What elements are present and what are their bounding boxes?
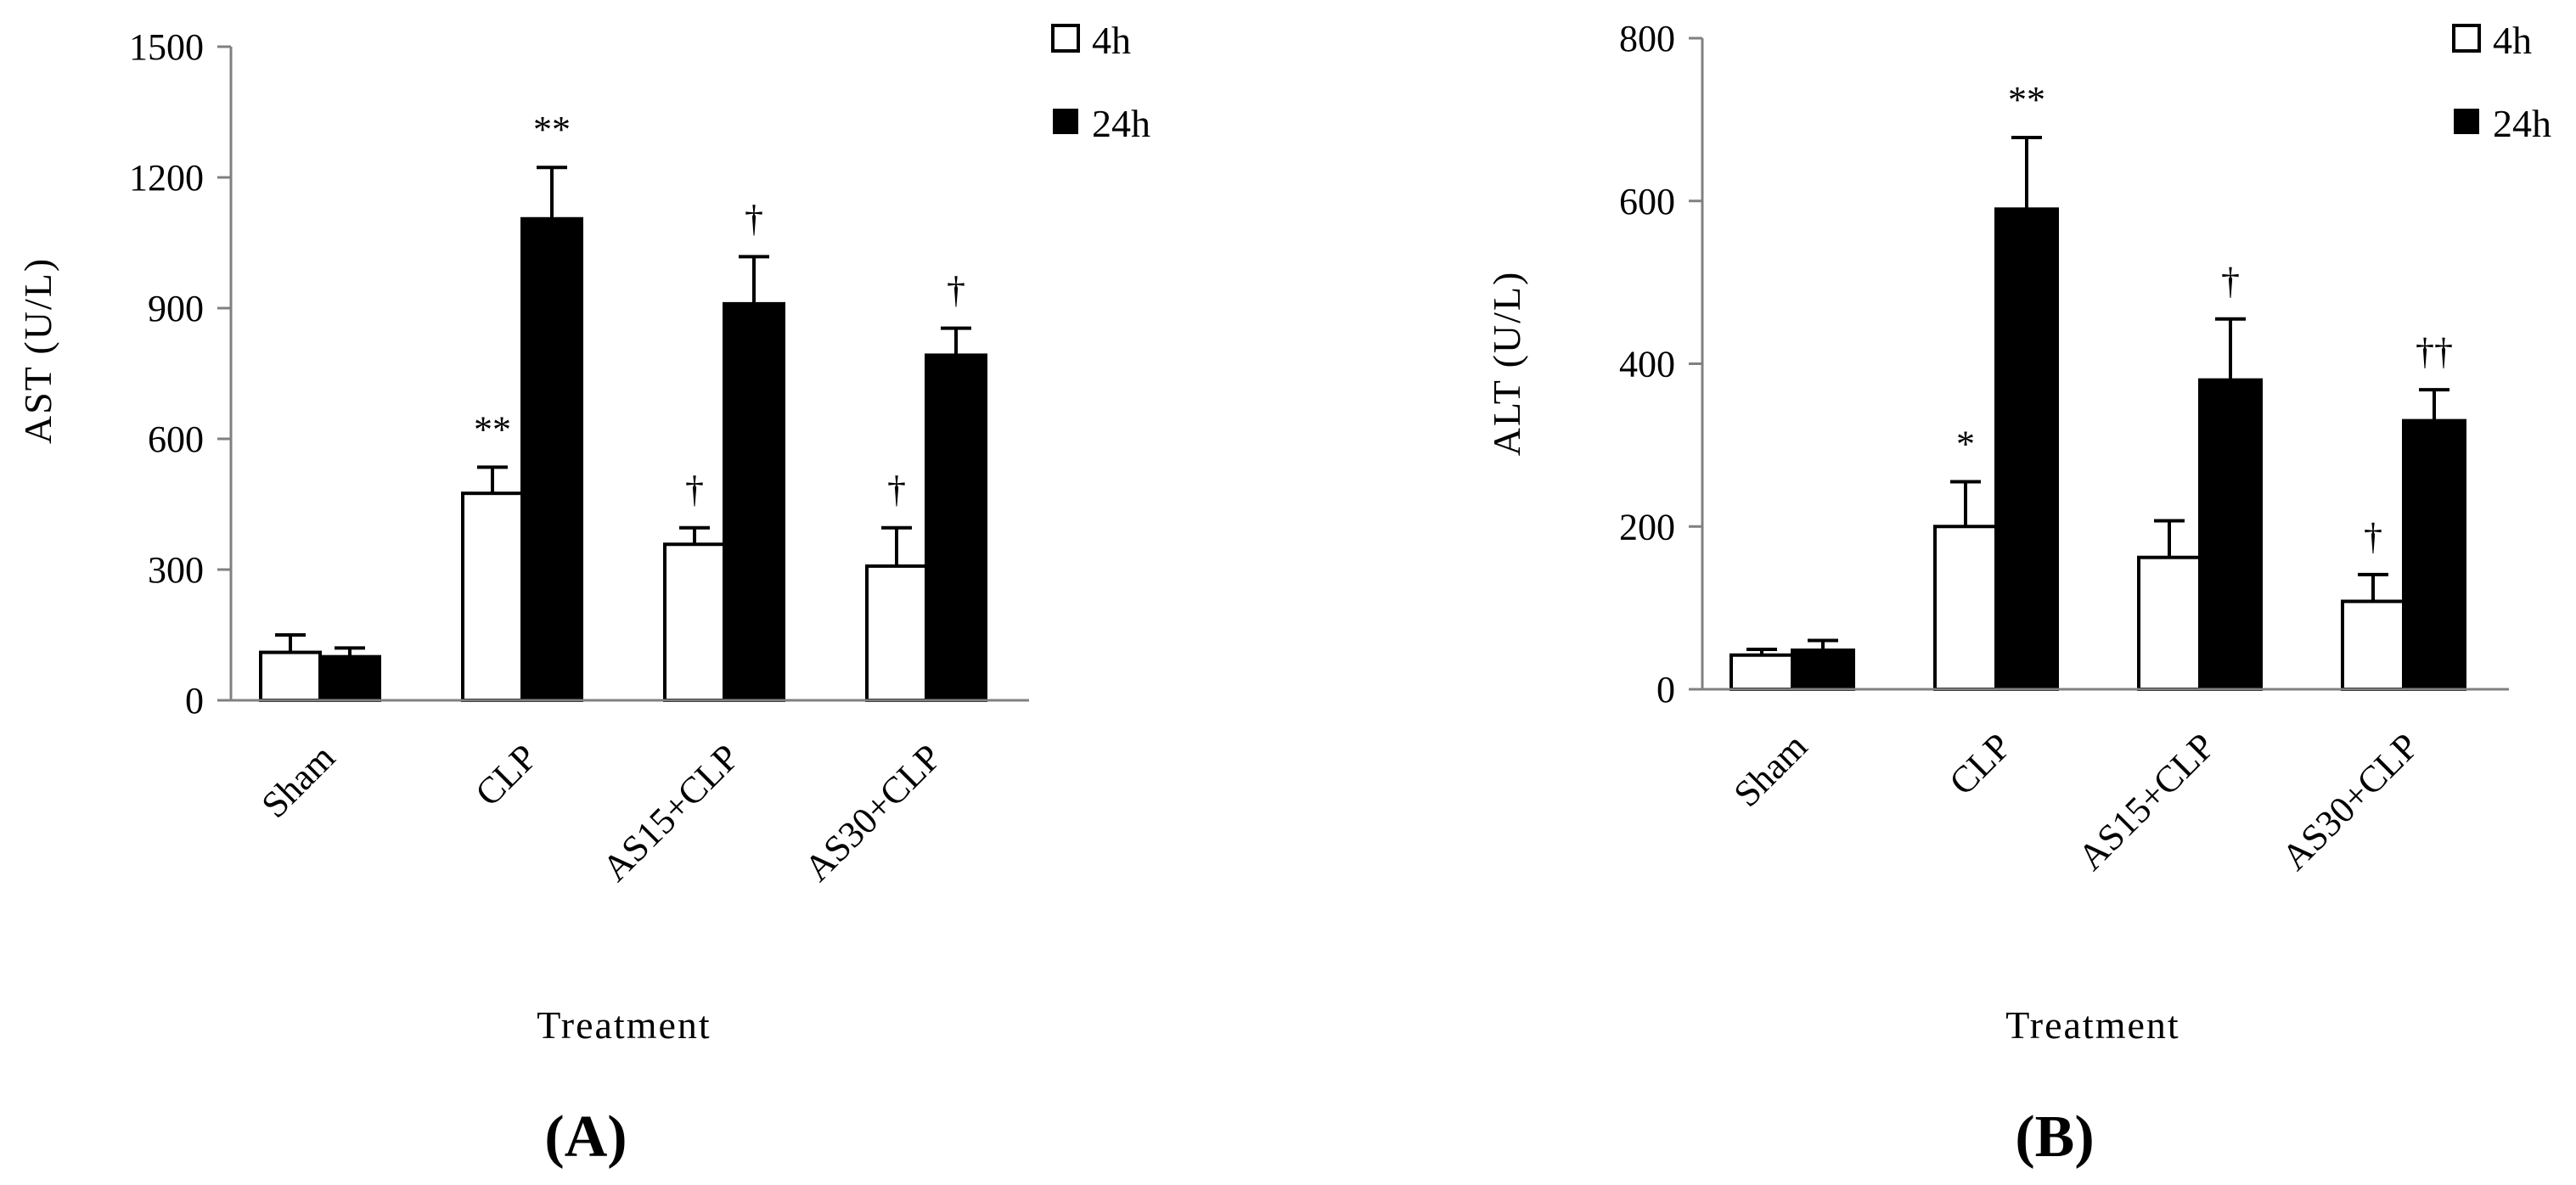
bar-24h-sham <box>318 654 381 703</box>
y-tick-label: 900 <box>148 288 204 329</box>
chart-b-legend: 4h 24h <box>2452 19 2551 145</box>
significance-mark: † <box>2364 516 2382 558</box>
chart-a-marks: ** ** † † † † <box>259 109 987 703</box>
legend-a-swatch-24h <box>1053 109 1078 134</box>
significance-mark: † <box>2221 261 2240 302</box>
chart-a-panel-label: (A) <box>544 1104 627 1170</box>
y-tick-label: 0 <box>185 680 204 722</box>
bar-4h-as30-clp <box>865 564 928 702</box>
y-tick-label: 200 <box>1619 506 1675 548</box>
y-tick-label: 0 <box>1656 669 1675 710</box>
legend-a-label-4h: 4h <box>1092 19 1131 62</box>
bar-24h-as15-clp <box>2198 378 2263 691</box>
chart-b-y-axis-title: ALT (U/L) <box>1485 271 1528 457</box>
bar-4h-clp <box>461 491 524 703</box>
chart-a-legend: 4h 24h <box>1051 19 1150 145</box>
bar-4h-sham <box>1730 653 1794 691</box>
legend-b-label-4h: 4h <box>2493 19 2532 62</box>
significance-mark: ** <box>2008 79 2045 121</box>
bar-24h-as30-clp <box>925 353 987 702</box>
bar-24h-clp <box>1994 207 2059 691</box>
chart-b-marks: ***†††† <box>1730 79 2466 692</box>
y-tick-label: 400 <box>1619 344 1675 385</box>
significance-mark: † <box>745 198 763 239</box>
significance-mark: †† <box>2416 331 2453 373</box>
y-tick-label: 800 <box>1619 18 1675 59</box>
significance-mark: ** <box>533 109 571 150</box>
significance-mark: † <box>887 469 906 511</box>
bar-24h-as30-clp <box>2402 418 2466 691</box>
chart-b-panel-label: (B) <box>2015 1104 2094 1170</box>
significance-mark: † <box>685 469 704 511</box>
legend-b-label-24h: 24h <box>2493 102 2551 145</box>
bar-24h-as15-clp <box>723 301 785 702</box>
chart-a-y-axis-title: AST (U/L) <box>16 257 59 444</box>
chart-a-x-axis-title: Treatment <box>537 1003 711 1047</box>
significance-mark: ** <box>474 408 511 450</box>
significance-mark: * <box>1956 424 1975 465</box>
y-tick-label: 600 <box>1619 181 1675 222</box>
bar-24h-sham <box>1791 648 1855 691</box>
bar-4h-as15-clp <box>2137 555 2202 691</box>
legend-a-label-24h: 24h <box>1092 102 1150 145</box>
y-tick-label: 600 <box>148 418 204 460</box>
legend-a-swatch-4h <box>1051 24 1080 53</box>
y-tick-label: 300 <box>148 549 204 591</box>
bar-4h-as15-clp <box>663 542 726 703</box>
chart-b-x-axis-title: Treatment <box>2005 1003 2179 1047</box>
y-tick-label: 1500 <box>129 26 204 68</box>
chart-a-y-ticks: 0 300 600 900 1200 1500 <box>129 26 231 722</box>
legend-b-swatch-4h <box>2452 24 2481 53</box>
legend-b-swatch-24h <box>2454 109 2479 134</box>
significance-mark: † <box>947 270 965 312</box>
y-tick-label: 1200 <box>129 157 204 199</box>
chart-b-y-ticks: 0 200 400 600 800 <box>1619 18 1702 710</box>
bar-4h-clp <box>1933 525 1998 691</box>
bar-4h-as30-clp <box>2341 599 2405 692</box>
bar-24h-clp <box>520 216 583 702</box>
bar-4h-sham <box>259 650 322 702</box>
